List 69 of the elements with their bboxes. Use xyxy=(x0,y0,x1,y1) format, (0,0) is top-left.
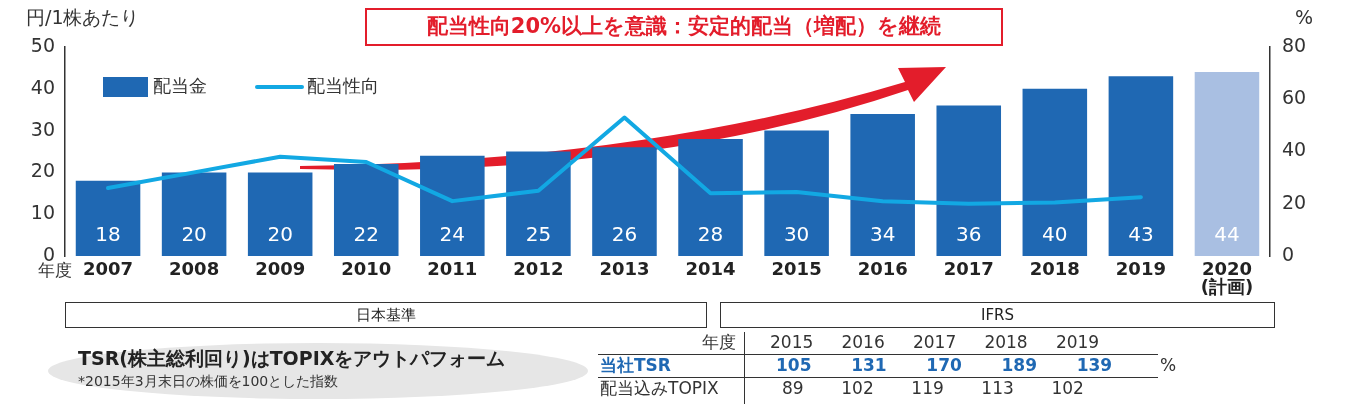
y2-tick-label: 80 xyxy=(1282,33,1307,56)
text: *2015年3月末日の株価を100とした指数 xyxy=(78,373,339,391)
x-tick-label: 2014 xyxy=(685,257,736,279)
data-label: 34 xyxy=(869,222,896,247)
bar xyxy=(1108,76,1174,256)
data-label: 22 xyxy=(353,222,379,247)
x-tick-label: 2020 (計画) xyxy=(1200,257,1254,297)
bar xyxy=(1194,72,1260,256)
y-tick-label: 50 xyxy=(30,33,55,56)
chart-title: 配当性向20%以上を意識：安定的配当（増配）を継続 xyxy=(365,8,1003,46)
y2-tick-label: 20 xyxy=(1282,190,1307,213)
data-label: 28 xyxy=(697,222,724,247)
x-tick-label: 2016 xyxy=(857,257,908,279)
bar xyxy=(420,155,485,256)
y2-axis-title: % xyxy=(1294,6,1314,28)
bar xyxy=(333,164,399,256)
y-tick-label: 40 xyxy=(30,75,55,98)
data-label: 43 xyxy=(1128,222,1154,247)
text: 配当込みTOPIX xyxy=(600,378,719,399)
y2-tick-label: 0 xyxy=(1282,242,1295,265)
data-label: 25 xyxy=(525,222,552,247)
x-tick-label: 2015 xyxy=(771,257,822,279)
y-tick-label: 20 xyxy=(30,159,55,182)
bar xyxy=(764,130,829,256)
bar xyxy=(850,113,915,256)
data-label: 26 xyxy=(611,222,638,247)
x-tick-label: 2011 xyxy=(427,257,478,279)
y2-tick-label: 60 xyxy=(1282,86,1307,109)
text: 日本基準 xyxy=(65,302,707,328)
data-label: 36 xyxy=(956,222,982,247)
legend-label: 配当金 xyxy=(153,74,207,96)
text: 年度 xyxy=(38,260,73,281)
x-tick-label: 2009 xyxy=(255,257,306,279)
bar xyxy=(75,180,141,256)
data-label: 20 xyxy=(181,222,207,247)
data-label: 40 xyxy=(1042,222,1068,247)
text: 年度 xyxy=(702,332,736,353)
x-tick-label: 2010 xyxy=(341,257,392,279)
bar xyxy=(247,172,313,256)
x-tick-label: 2012 xyxy=(513,257,564,279)
y2-tick-label: 40 xyxy=(1282,138,1307,161)
data-label: 24 xyxy=(439,222,466,247)
x-tick-label: 2007 xyxy=(82,257,134,279)
bar xyxy=(506,151,571,256)
x-tick-label: 2013 xyxy=(599,257,650,279)
bar xyxy=(1022,88,1088,256)
text: TSR(株主総利回り)はTOPIXをアウトパフォーム xyxy=(78,346,506,371)
text: IFRS xyxy=(720,302,1275,328)
data-label: 44 xyxy=(1214,222,1240,247)
text: 105 131 170 189 139 xyxy=(776,355,1113,376)
bar xyxy=(678,138,743,256)
text: % xyxy=(1160,355,1177,376)
y-axis-title: 円/1株あたり xyxy=(26,6,140,28)
x-tick-label: 2018 xyxy=(1029,257,1080,279)
x-tick-label: 2008 xyxy=(169,257,220,279)
text: 2015 2016 2017 2018 2019 xyxy=(770,332,1100,353)
legend-label: 配当性向 xyxy=(307,74,379,96)
y-tick-label: 30 xyxy=(30,117,55,140)
x-tick-label: 2019 xyxy=(1115,257,1166,279)
text: 当社TSR xyxy=(600,355,671,376)
y-tick-label: 10 xyxy=(30,201,55,224)
text: 89 102 119 113 102 xyxy=(782,378,1084,399)
data-label: 18 xyxy=(95,222,121,247)
data-label: 20 xyxy=(267,222,293,247)
bar xyxy=(936,105,1002,256)
data-label: 30 xyxy=(783,222,810,247)
bar xyxy=(592,147,657,256)
x-tick-label: 2017 xyxy=(943,257,994,279)
bar xyxy=(161,172,227,256)
